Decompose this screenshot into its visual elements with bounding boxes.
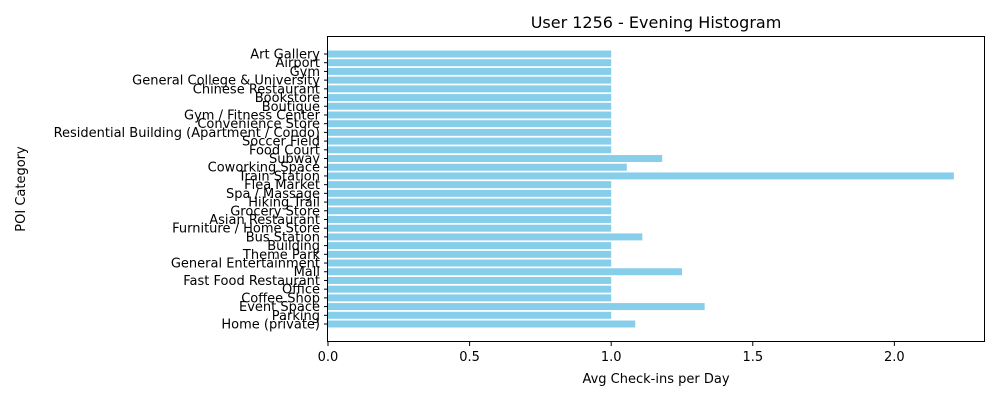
bar-7 [328, 111, 612, 119]
y-tick-label: Bus Station [246, 230, 320, 245]
y-tick-label: Parking [272, 309, 320, 324]
y-tick-label: General College & University [132, 74, 320, 89]
y-tick-label: Building [267, 239, 320, 254]
bar-4 [328, 85, 612, 93]
y-tick-label: Convenience Store [197, 117, 320, 132]
y-tick-label: Coworking Space [208, 161, 320, 176]
bar-16 [328, 189, 612, 197]
bar-24 [328, 259, 612, 267]
x-tick-label: 2.0 [884, 350, 905, 365]
bar-15 [328, 181, 612, 189]
bar-12 [328, 155, 663, 162]
bar-21 [328, 233, 643, 241]
y-tick-label: Art Gallery [250, 48, 320, 63]
bar-26 [328, 276, 612, 284]
chart-title: User 1256 - Evening Histogram [531, 13, 782, 32]
bar-14 [328, 172, 954, 180]
y-tick-label: General Entertainment [171, 257, 320, 272]
bar-11 [328, 146, 612, 154]
bars-group [328, 50, 954, 328]
y-tick-label: Grocery Store [230, 204, 320, 219]
y-tick-label: Soccer Field [242, 135, 320, 150]
x-axis-label: Avg Check-ins per Day [582, 372, 729, 387]
y-tick-label: Home (private) [221, 318, 320, 333]
y-tick-label: Chinese Restaurant [193, 82, 320, 97]
x-tick-label: 0.0 [318, 350, 339, 365]
bar-20 [328, 224, 612, 232]
bar-19 [328, 216, 612, 223]
y-tick-label: Mall [294, 265, 320, 280]
bar-29 [328, 303, 705, 311]
y-tick-label: Furniture / Home Store [172, 222, 320, 237]
y-tick-label: Fast Food Restaurant [183, 274, 320, 289]
y-tick-label: Gym / Fitness Center [184, 108, 321, 123]
y-tick-label: Asian Restaurant [209, 213, 320, 228]
bar-8 [328, 120, 612, 128]
y-tick-label: Flea Market [244, 178, 320, 193]
y-tick-label: Event Space [239, 300, 320, 315]
y-tick-label: Bookstore [255, 91, 320, 106]
bar-28 [328, 294, 612, 302]
bar-2 [328, 67, 612, 75]
y-tick-label: Train Station [237, 169, 320, 184]
bar-22 [328, 242, 612, 250]
bar-10 [328, 137, 612, 145]
bar-31 [328, 320, 636, 328]
y-tick-label: Boutique [262, 100, 320, 115]
y-tick-label: Food Court [249, 143, 320, 158]
bar-23 [328, 250, 612, 258]
bar-17 [328, 198, 612, 206]
x-tick-label: 1.5 [742, 350, 763, 365]
bar-1 [328, 59, 612, 67]
bar-5 [328, 94, 612, 102]
x-tick-label: 0.5 [459, 350, 480, 365]
bar-30 [328, 311, 612, 319]
y-tick-label: Subway [269, 152, 320, 167]
bar-6 [328, 102, 612, 110]
plot-frame [327, 36, 985, 342]
y-tick-label: Office [282, 283, 320, 298]
bar-0 [328, 50, 612, 58]
y-tick-label: Coffee Shop [241, 291, 320, 306]
y-tick-label: Airport [276, 56, 321, 71]
y-axis-label: POI Category [14, 146, 29, 232]
y-tick-label: Theme Park [242, 248, 321, 263]
bar-13 [328, 163, 627, 171]
bar-27 [328, 285, 612, 293]
y-tick-label: Gym [290, 65, 320, 80]
x-tick-label: 1.0 [601, 350, 622, 365]
y-tick-label: Residential Building (Apartment / Condo) [54, 126, 320, 141]
bar-9 [328, 128, 612, 136]
x-axis-ticks: 0.0 0.5 1.0 1.5 2.0 [318, 342, 905, 365]
bar-18 [328, 207, 612, 215]
bar-3 [328, 76, 612, 84]
bar-25 [328, 268, 682, 276]
y-tick-label: Spa / Massage [226, 187, 320, 202]
y-tick-label: Hiking Trail [248, 196, 320, 211]
